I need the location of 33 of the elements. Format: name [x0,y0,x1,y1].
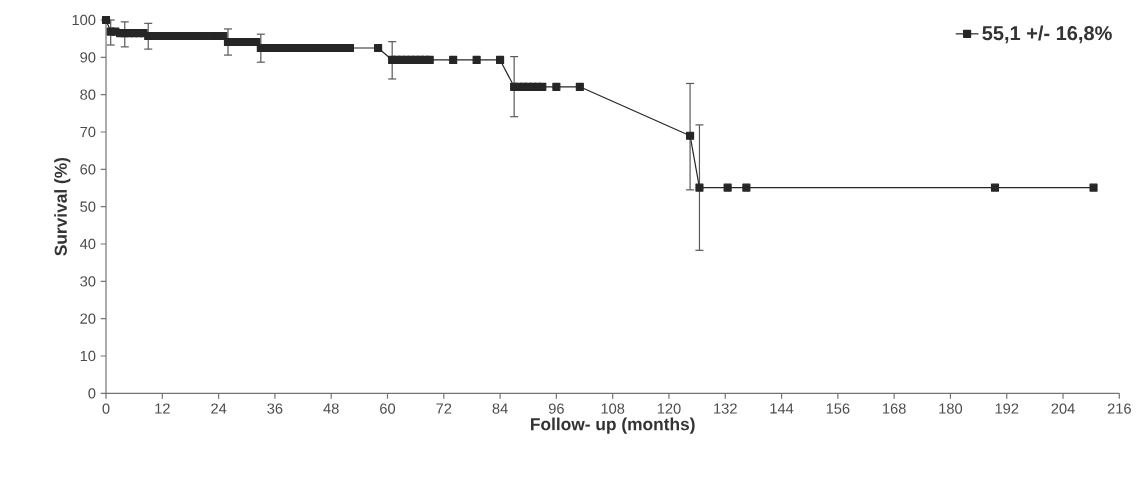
y-tick-label: 0 [88,388,96,399]
x-tick-label: 108 [601,403,625,414]
x-tick-label: 156 [826,403,850,414]
y-tick-label: 40 [79,238,96,250]
y-tick-label: 80 [80,89,96,100]
y-tick-label: 70 [80,126,96,138]
y-tick-label: 30 [80,276,96,287]
x-tick-label: 0 [102,403,110,414]
x-tick-label: 60 [380,403,396,414]
x-tick-label: 144 [770,403,794,414]
x-tick-label: 24 [211,403,227,414]
x-tick-label: 180 [939,403,963,414]
x-axis-title: Follow- up (months) [531,417,695,434]
y-tick-label: 10 [80,350,96,362]
x-tick-label: 132 [714,403,737,414]
y-tick-label: 100 [72,14,96,26]
x-tick-label: 96 [548,403,564,414]
y-tick-label: 60 [80,164,96,175]
y-axis-title: Survival (%) [54,157,71,256]
y-tick-label: 50 [80,201,96,212]
x-tick-label: 168 [883,403,906,414]
x-tick-label: 204 [1051,403,1075,414]
x-tick-label: 12 [155,403,170,414]
x-tick-label: 84 [492,403,508,414]
x-tick-label: 72 [436,403,452,414]
x-tick-label: 192 [995,403,1019,414]
legend-label: 55,1 +/- 16,8% [982,25,1112,44]
y-tick-label: 90 [80,52,96,63]
x-tick-label: 120 [657,403,681,414]
x-tick-label: 36 [267,403,283,414]
y-tick-label: 20 [80,313,96,324]
x-tick-label: 48 [323,403,339,414]
x-tick-label: 216 [1107,403,1131,414]
